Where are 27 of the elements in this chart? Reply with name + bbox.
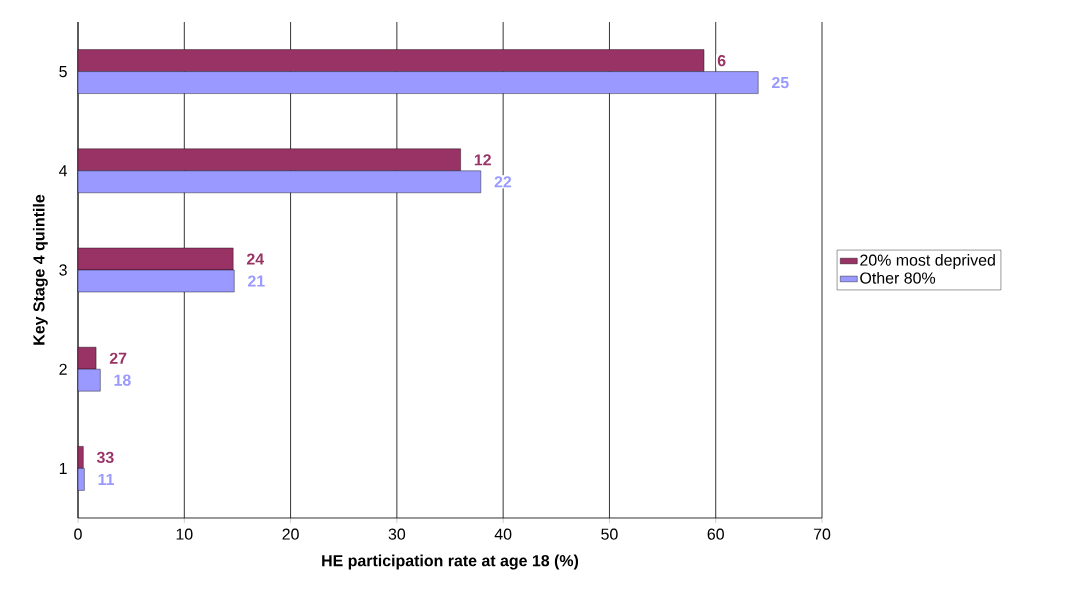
annotation: 25: [771, 76, 789, 89]
legend-label: Other 80%: [860, 271, 936, 284]
x-tick-label: 70: [813, 528, 831, 540]
y-tick-label: 2: [59, 363, 67, 375]
y-axis-title: Key Stage 4 quintile: [32, 194, 48, 345]
annotation: 33: [96, 451, 114, 464]
x-tick-label: 60: [707, 528, 724, 540]
x-tick-label: 0: [74, 528, 82, 540]
annotation: 22: [494, 176, 512, 188]
y-tick-label: 1: [59, 462, 67, 474]
annotation: 18: [114, 374, 131, 386]
y-tick-label: 3: [59, 264, 67, 276]
x-tick-label: 50: [601, 528, 618, 540]
annotation: 27: [109, 352, 127, 364]
legend-label: 20% most deprived: [860, 254, 995, 269]
annotation: 21: [247, 275, 265, 287]
y-tick-label: 5: [59, 66, 67, 78]
x-axis-title: HE participation rate at age 18 (%): [322, 554, 579, 570]
annotation: 24: [246, 253, 265, 265]
x-tick-label: 40: [494, 528, 512, 540]
x-tick-label: 10: [176, 528, 193, 540]
annotation: 12: [474, 154, 491, 166]
x-tick-label: 20: [282, 528, 299, 540]
annotation: 6: [717, 54, 726, 67]
annotation: 11: [98, 473, 114, 485]
y-tick-label: 4: [59, 165, 68, 177]
x-tick-label: 30: [388, 528, 406, 540]
